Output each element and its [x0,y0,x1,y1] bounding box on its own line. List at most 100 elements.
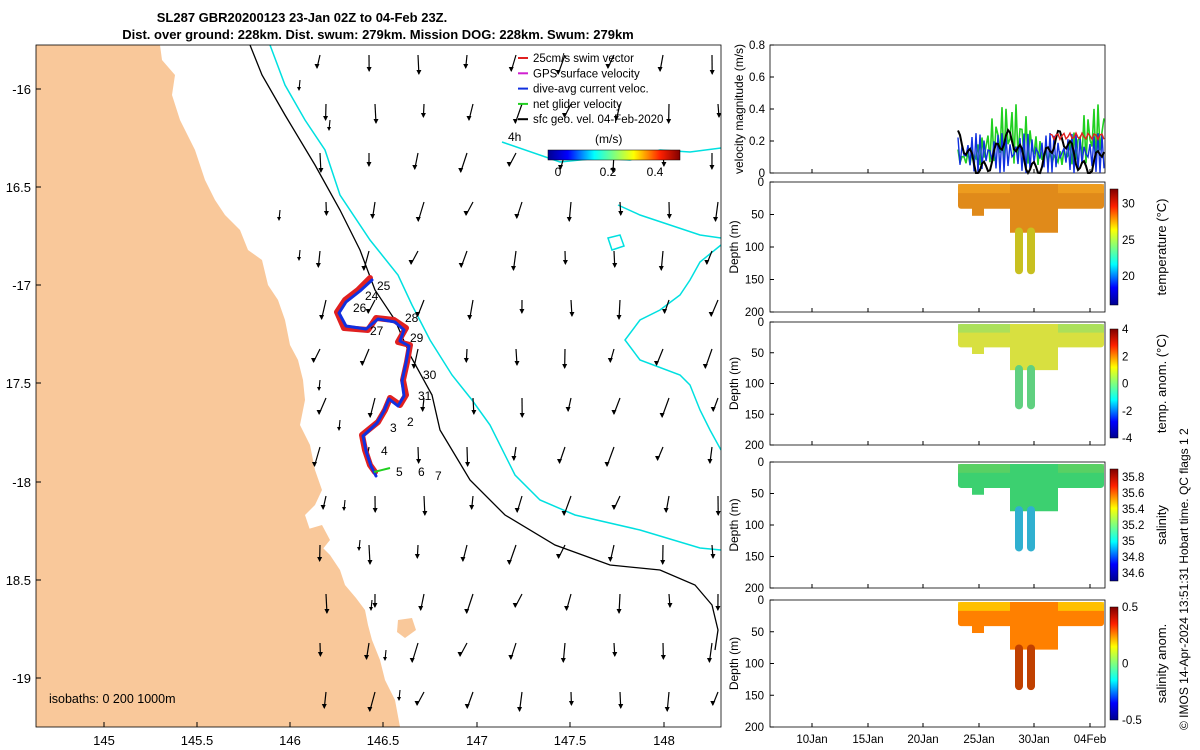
vector-head [373,119,379,124]
vector-head [415,312,421,317]
vector-head [566,217,572,222]
vector-head [319,315,325,320]
heatmap-ytick-label: 100 [745,659,764,671]
vector-head [712,217,718,222]
heatmap-dive [1027,644,1035,691]
vector-head [508,655,514,660]
vector-head [372,508,378,513]
colorbar-label: salinity [1154,505,1169,545]
vector-head [658,266,664,271]
heatmap-ytick-label: 150 [745,275,764,287]
heatmap-ytick-label: 50 [751,489,764,501]
vector-head [616,609,622,614]
vector-head [363,655,369,660]
map-xtick-label: 145.5 [181,733,214,748]
heatmap-ytick-label: 100 [745,242,764,254]
legend-label: net glider velocity [533,99,622,111]
velocity-ytick-label: 0.4 [749,104,766,116]
heatmap-colorbar [1109,188,1119,306]
vector-head [710,407,716,412]
vector-head [463,358,469,363]
vector-head [704,260,710,265]
vector-head [466,116,472,121]
vector-head [558,165,564,170]
vector-head [463,211,469,216]
heatmap-lobe [1010,464,1058,512]
vector-head [659,413,665,418]
vector-head [605,64,611,69]
colorbar-tick-label: -2 [1122,406,1132,418]
heatmap-ytick-label: 50 [751,348,764,360]
vector-head [420,407,426,412]
vector-head [321,704,327,709]
heatmap-ylabel: Depth (m) [727,637,741,690]
heatmap-ytick-label: 200 [745,583,764,595]
heatmap-dive [1015,644,1023,691]
map-ytick-label: 17.5 [6,376,31,391]
vector-head [616,315,622,320]
vector-head [370,214,376,219]
vector-head [464,704,470,709]
vector-head [342,507,346,511]
vector-head [365,309,371,314]
time-xtick-label: 30Jan [1018,734,1049,746]
vector-head [327,127,331,131]
vector-head [317,557,323,562]
vector-head [458,263,464,268]
colorbar-tick-label: 0 [1122,379,1128,391]
vector-head [657,67,663,72]
day-label: 29 [410,331,424,345]
vector-head [663,508,669,513]
colorbar-unit: (m/s) [595,132,622,146]
vector-head [517,707,523,712]
colorbar-tick-label: 35.6 [1122,488,1144,500]
vector-head [664,707,670,712]
vector-head [618,211,624,216]
heatmap-ylabel: Depth (m) [727,498,741,551]
velocity-ytick-label: 0.2 [749,136,765,148]
vector-head [457,652,463,657]
colorbar-tick-label: -0.5 [1122,715,1142,727]
map-frame [35,44,722,728]
colorbar-tick-label: 0.5 [1122,602,1138,614]
map-ytick-label: 18.5 [6,573,31,588]
vector-head [510,266,516,271]
heatmap-ylabel: Depth (m) [727,220,741,273]
vector-head [715,606,721,611]
day-label: 2 [407,415,414,429]
vector-head [555,70,561,75]
isobath-1000m [249,45,719,651]
map-xtick-label: 147 [466,733,488,748]
vector-head [560,658,566,663]
vector-head [667,603,673,608]
vector-head [519,309,525,314]
day-label: 26 [353,301,367,315]
heatmap-lobe [972,619,984,634]
day-label: 6 [418,465,425,479]
vector-head [514,361,520,366]
vector-head [666,119,672,124]
vector-head [416,459,422,464]
vector-head [612,263,618,268]
vector-head [706,658,712,663]
day-label: 28 [405,311,419,325]
colorbar-tick: 0.2 [600,165,617,179]
vector-head [458,168,464,173]
vector-head [372,603,378,608]
vector-head [506,560,512,565]
legend: 25cm/s swim vector GPS surface velocity di… [508,53,681,179]
heatmap-lobe [1010,324,1058,371]
map-xtick-label: 146.5 [367,733,400,748]
velocity-ytick-label: 0 [759,168,765,180]
vector-head [323,211,329,216]
isobath-200m [269,45,721,551]
vector-head [460,557,466,562]
vector-head [611,505,617,510]
vector-head [277,217,281,221]
vector-head [318,168,324,173]
vector-head [366,162,372,167]
colorbar-label: temperature (°C) [1154,199,1169,296]
vector-head [508,67,514,72]
